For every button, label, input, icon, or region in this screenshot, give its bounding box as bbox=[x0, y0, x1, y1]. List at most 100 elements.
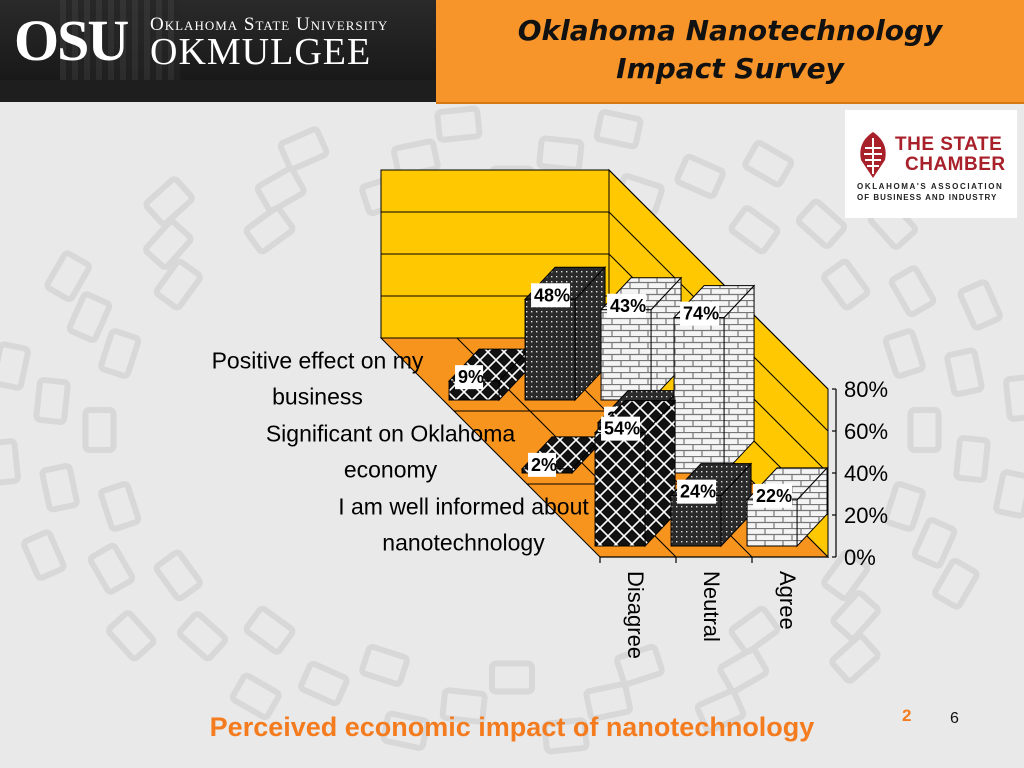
background-tile bbox=[944, 347, 985, 398]
background-tile bbox=[143, 218, 194, 270]
chamber-name-line-2: CHAMBER bbox=[905, 154, 1006, 175]
background-tile bbox=[957, 279, 1003, 331]
header-ground bbox=[0, 80, 436, 102]
background-tile bbox=[380, 710, 431, 751]
background-tile bbox=[298, 660, 350, 707]
background-tile bbox=[21, 529, 67, 581]
chamber-emblem-icon bbox=[860, 132, 886, 178]
osu-logo-mark: OSU bbox=[14, 8, 129, 73]
background-tile bbox=[87, 542, 136, 595]
slide-caption: Perceived economic impact of nanotechnol… bbox=[209, 712, 815, 742]
header-logo-panel: OSU Oklahoma State University OKMULGEE bbox=[0, 0, 436, 102]
y-tick-label: 80% bbox=[844, 377, 888, 402]
chart-gridline bbox=[381, 211, 829, 432]
y-tick-label: 0% bbox=[844, 545, 876, 570]
category-label: economy bbox=[344, 457, 438, 483]
background-tile bbox=[829, 633, 881, 684]
data-label-box bbox=[455, 365, 484, 390]
chart-bars: 9%48%43%2%24%74%54%24%22% bbox=[447, 265, 829, 548]
bar-side-face bbox=[723, 284, 755, 475]
background-tile bbox=[907, 407, 942, 453]
campus-name: OKMULGEE bbox=[150, 31, 372, 73]
category-label: business bbox=[272, 384, 363, 410]
chart-gridline bbox=[381, 253, 829, 474]
data-label: 9% bbox=[458, 367, 484, 387]
background-tile bbox=[33, 377, 71, 425]
background-tile bbox=[44, 250, 92, 303]
state-chamber-logo: THE STATE CHAMBER OKLAHOMA'S ASSOCIATION… bbox=[845, 110, 1017, 218]
background-tile bbox=[229, 672, 282, 720]
data-label-box bbox=[677, 479, 717, 504]
background-tile bbox=[583, 681, 633, 722]
series-axis-label: Neutral bbox=[699, 571, 724, 642]
background-tile bbox=[82, 407, 117, 453]
bar-agree-0: 22% bbox=[745, 466, 829, 548]
category-label: nanotechnology bbox=[382, 530, 545, 556]
data-label: 24% bbox=[680, 482, 716, 502]
data-label: 22% bbox=[756, 486, 792, 506]
data-label-box bbox=[528, 452, 557, 477]
background-tile bbox=[795, 198, 848, 249]
data-label-box bbox=[601, 416, 641, 441]
background-tile bbox=[953, 435, 991, 483]
data-label-box bbox=[753, 483, 793, 508]
bar-front-face bbox=[524, 298, 576, 401]
slide-title: Oklahoma Nanotechnology Impact Survey bbox=[436, 12, 1024, 88]
background-tile bbox=[717, 646, 770, 694]
background-tile bbox=[0, 341, 31, 391]
chart-gridline bbox=[381, 169, 829, 390]
bar-neutral-2: 48% bbox=[523, 265, 607, 402]
background-tile bbox=[728, 605, 781, 655]
header-title-panel bbox=[436, 0, 1024, 104]
data-label: 74% bbox=[683, 304, 719, 324]
bar-front-face bbox=[670, 495, 722, 547]
y-tick-label: 60% bbox=[844, 419, 888, 444]
background-tile bbox=[0, 438, 21, 487]
data-label: 2% bbox=[531, 455, 557, 475]
background-tile bbox=[830, 590, 881, 642]
background-tile bbox=[932, 557, 980, 610]
bar-front-face bbox=[673, 317, 725, 474]
background-tile bbox=[98, 328, 142, 379]
category-label: I am well informed about bbox=[338, 494, 589, 520]
background-tile bbox=[593, 109, 644, 150]
series-axis-label: Agree bbox=[775, 571, 800, 630]
y-tick-label: 40% bbox=[844, 461, 888, 486]
background-tile bbox=[106, 610, 157, 662]
background-tile bbox=[694, 688, 747, 734]
slide-title-line-2: Impact Survey bbox=[616, 52, 844, 85]
background-tile bbox=[153, 258, 203, 311]
caption-footnote-mark: 2 bbox=[902, 706, 912, 725]
data-label: 43% bbox=[610, 296, 646, 316]
background-tile bbox=[176, 611, 229, 662]
background-tile bbox=[277, 126, 330, 172]
bar-disagree-2: 9% bbox=[447, 347, 531, 402]
page-number: 6 bbox=[950, 710, 959, 727]
background-tile bbox=[489, 660, 535, 695]
background-tile bbox=[359, 643, 410, 687]
series-axis-label: Disagree bbox=[623, 571, 648, 659]
category-label: Significant on Oklahoma bbox=[266, 421, 516, 447]
background-tile bbox=[728, 205, 781, 255]
background-tile bbox=[39, 462, 80, 513]
background-tile bbox=[66, 291, 113, 343]
background-tile bbox=[541, 717, 590, 755]
background-tile bbox=[153, 549, 203, 602]
bar-front-face bbox=[746, 499, 798, 547]
background-tile bbox=[254, 166, 307, 214]
background-tile bbox=[439, 687, 488, 725]
slide-title-line-1: Oklahoma Nanotechnology bbox=[517, 14, 943, 47]
background-tile bbox=[98, 481, 142, 532]
data-label: 48% bbox=[534, 285, 570, 305]
y-tick-label: 20% bbox=[844, 503, 888, 528]
background-tile bbox=[536, 135, 585, 173]
bar-front-face bbox=[600, 309, 652, 401]
background-tile bbox=[674, 153, 726, 200]
chamber-tagline-1: OKLAHOMA'S ASSOCIATION bbox=[857, 182, 1004, 191]
background-tile bbox=[614, 643, 665, 687]
data-label: 54% bbox=[604, 419, 640, 439]
data-label-box bbox=[607, 293, 647, 318]
category-label: Positive effect on my bbox=[212, 348, 424, 374]
